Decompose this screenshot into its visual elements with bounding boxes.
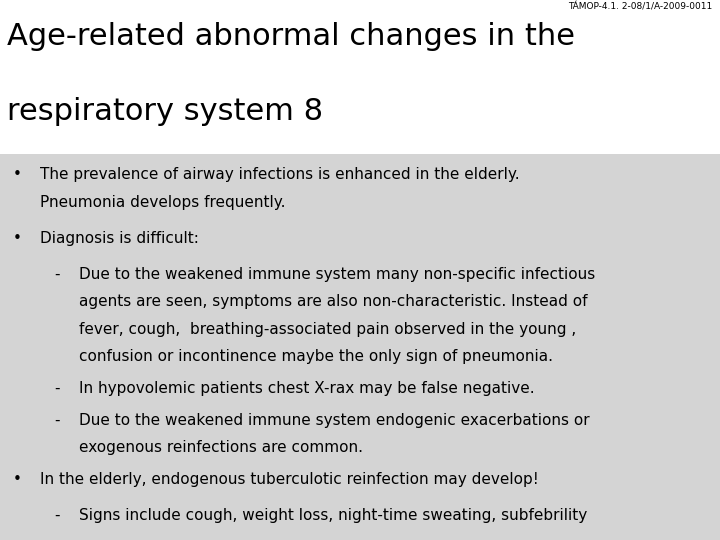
Text: TÁMOP-4.1. 2-08/1/A-2009-0011: TÁMOP-4.1. 2-08/1/A-2009-0011 xyxy=(569,3,713,12)
Text: -: - xyxy=(54,413,60,428)
Text: agents are seen, symptoms are also non-characteristic. Instead of: agents are seen, symptoms are also non-c… xyxy=(79,294,588,309)
Text: •: • xyxy=(13,231,22,246)
FancyBboxPatch shape xyxy=(0,154,720,540)
Text: -: - xyxy=(54,508,60,523)
Text: Due to the weakened immune system endogenic exacerbations or: Due to the weakened immune system endoge… xyxy=(79,413,590,428)
Text: In the elderly, endogenous tuberculotic reinfection may develop!: In the elderly, endogenous tuberculotic … xyxy=(40,472,539,487)
Text: confusion or incontinence maybe the only sign of pneumonia.: confusion or incontinence maybe the only… xyxy=(79,349,553,364)
Text: Diagnosis is difficult:: Diagnosis is difficult: xyxy=(40,231,199,246)
Text: Age-related abnormal changes in the: Age-related abnormal changes in the xyxy=(7,22,575,51)
Text: Due to the weakened immune system many non-specific infectious: Due to the weakened immune system many n… xyxy=(79,267,595,281)
Text: -: - xyxy=(54,381,60,396)
Text: The prevalence of airway infections is enhanced in the elderly.: The prevalence of airway infections is e… xyxy=(40,167,519,183)
Text: respiratory system 8: respiratory system 8 xyxy=(7,97,323,126)
Text: -: - xyxy=(54,267,60,281)
Text: fever, cough,  breathing-associated pain observed in the young ,: fever, cough, breathing-associated pain … xyxy=(79,322,577,336)
Text: •: • xyxy=(13,167,22,183)
Text: In hypovolemic patients chest X-rax may be false negative.: In hypovolemic patients chest X-rax may … xyxy=(79,381,535,396)
Text: •: • xyxy=(13,472,22,487)
Text: Pneumonia develops frequently.: Pneumonia develops frequently. xyxy=(40,195,285,210)
Text: Signs include cough, weight loss, night-time sweating, subfebrility: Signs include cough, weight loss, night-… xyxy=(79,508,588,523)
Text: exogenous reinfections are common.: exogenous reinfections are common. xyxy=(79,440,363,455)
